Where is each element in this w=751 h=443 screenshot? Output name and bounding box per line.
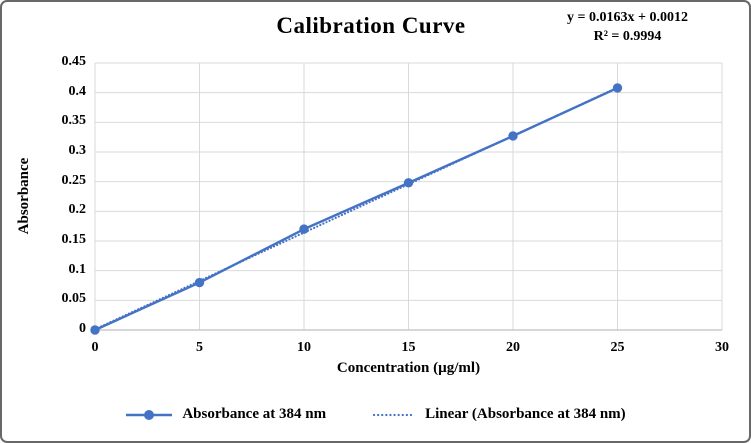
x-tick-label: 5 [196,340,203,355]
data-point-marker[interactable] [403,178,414,188]
x-tick-label: 0 [91,340,99,355]
x-axis-title: Concentration (µg/ml) [336,360,481,376]
x-tick-label: 30 [715,340,729,355]
x-tick-label: 25 [610,340,625,355]
trendline-dotted-swatch [372,413,416,416]
legend: Absorbance at 384 nm Linear (Absorbance … [0,406,751,423]
series-line-marker-swatch [126,409,173,420]
data-point-marker[interactable] [299,224,309,234]
y-tick-label: 0.05 [61,291,87,307]
data-point-marker[interactable] [90,325,100,335]
y-tick-label: 0.45 [61,54,87,69]
y-tick-label: 0.15 [61,232,87,247]
y-axis-title: Absorbance [16,157,32,235]
y-tick-label: 0 [79,321,86,336]
trendline-equation-line: y = 0.0163x + 0.0012 [567,10,688,25]
legend-label-trendline: Linear (Absorbance at 384 nm) [425,406,626,422]
y-tick-label: 0.1 [68,261,87,277]
x-tick-label: 20 [506,340,520,355]
y-tick-label: 0.35 [61,113,87,129]
y-tick-label: 0.2 [68,202,87,218]
data-point-marker[interactable] [612,83,623,93]
x-tick-label: 10 [297,340,311,355]
y-tick-label: 0.4 [68,83,87,99]
y-tick-label: 0.3 [68,143,87,158]
y-tick-label: 0.25 [61,172,87,188]
data-point-marker[interactable] [508,131,518,141]
trendline-r-squared: R² = 0.9994 [593,29,662,44]
x-tick-label: 15 [401,340,416,355]
chart-title: Calibration Curve [276,13,466,38]
legend-item-trendline[interactable]: Linear (Absorbance at 384 nm) [372,406,626,423]
trendline-equation: y = 0.0163x + 0.0012 R² = 0.9994 [520,8,735,46]
legend-label-series: Absorbance at 384 nm [182,406,327,422]
legend-item-series[interactable]: Absorbance at 384 nm [125,406,326,423]
trendline[interactable] [93,86,619,331]
data-point-marker[interactable] [194,277,205,288]
